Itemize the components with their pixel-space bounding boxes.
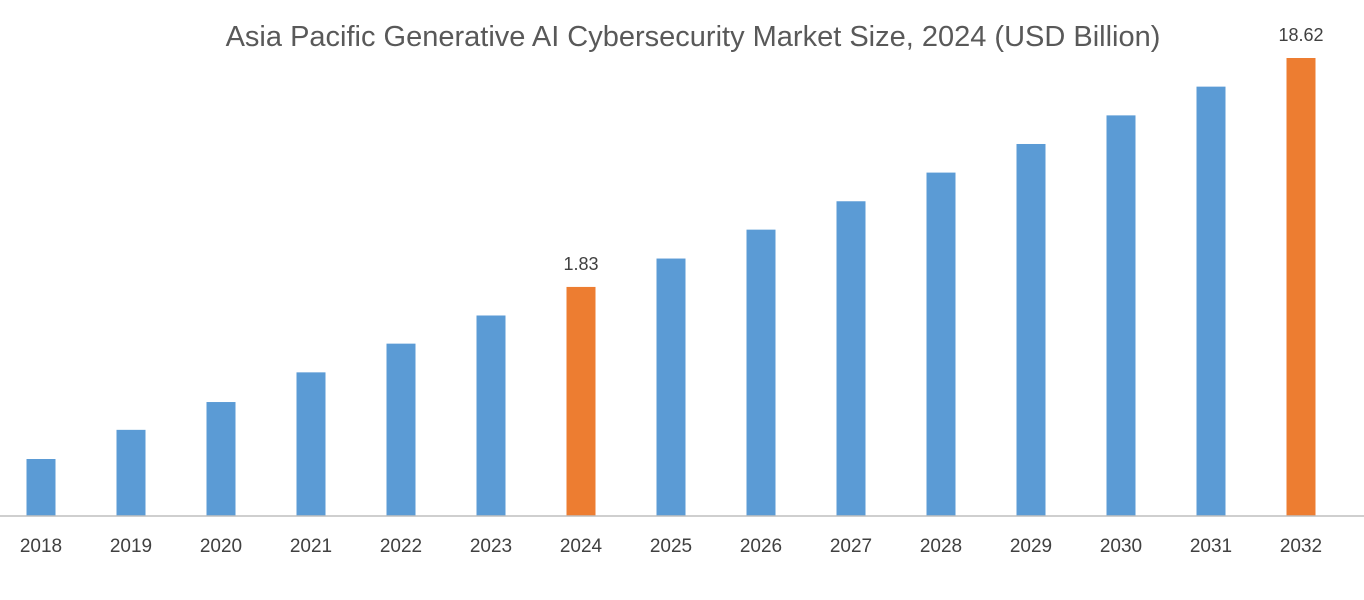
x-tick-label: 2022 [380, 536, 422, 557]
x-tick-label: 2032 [1280, 536, 1322, 557]
data-label-2024: 1.83 [563, 254, 598, 274]
bar-2023 [476, 315, 506, 516]
x-tick-label: 2028 [920, 536, 962, 557]
bar-2020 [206, 402, 236, 516]
bar-2022 [386, 343, 416, 516]
data-label-2032: 18.62 [1278, 25, 1323, 45]
bar-2027 [836, 201, 866, 516]
x-tick-label: 2023 [470, 536, 512, 557]
x-tick-label: 2024 [560, 536, 603, 557]
bar-2028 [926, 172, 956, 516]
bar-2018 [26, 459, 56, 516]
x-tick-label: 2029 [1010, 536, 1052, 557]
bar-2021 [296, 372, 326, 516]
x-tick-label: 2020 [200, 536, 242, 557]
bar-2031 [1196, 86, 1226, 517]
x-tick-label: 2019 [110, 536, 152, 557]
x-tick-label: 2031 [1190, 536, 1232, 557]
x-tick-label: 2026 [740, 536, 782, 557]
bar-2029 [1016, 143, 1046, 516]
bar-2030 [1106, 115, 1136, 516]
bar-2026 [746, 229, 776, 516]
x-tick-label: 2025 [650, 536, 692, 557]
x-tick-label: 2021 [290, 536, 332, 557]
bar-2025 [656, 258, 686, 516]
x-tick-label: 2018 [20, 536, 62, 557]
bar-2019 [116, 429, 146, 516]
x-tick-label: 2030 [1100, 536, 1142, 557]
bar-2024 [566, 286, 596, 516]
bar-2032 [1286, 58, 1316, 516]
chart-title: Asia Pacific Generative AI Cybersecurity… [226, 21, 1161, 53]
x-tick-label: 2027 [830, 536, 872, 557]
